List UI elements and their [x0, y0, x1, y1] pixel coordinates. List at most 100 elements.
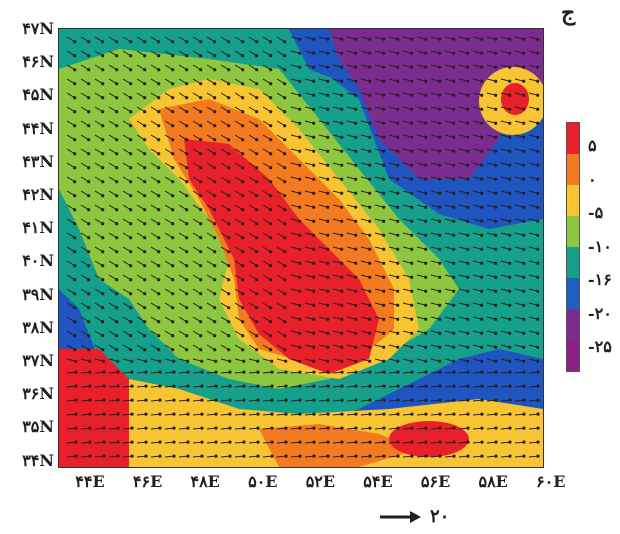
wind-arrow-head	[241, 152, 245, 156]
wind-arrow-head	[241, 306, 245, 310]
wind-arrow-head	[410, 219, 414, 223]
lat-label: ۴۳N	[22, 151, 54, 171]
wind-arrow-head	[214, 454, 218, 458]
wind-arrow-head	[283, 54, 287, 58]
wind-arrow-head	[368, 219, 372, 223]
wind-arrow-head	[283, 236, 287, 240]
wind-arrow-head	[129, 40, 133, 44]
wind-arrow-head	[452, 247, 456, 251]
wind-arrow-head	[101, 68, 105, 72]
wind-arrow-head	[368, 93, 372, 97]
wind-arrow-head	[116, 384, 120, 388]
wind-arrow-head	[199, 236, 203, 240]
wind-arrow-head	[494, 317, 498, 321]
wind-arrow-head	[312, 440, 316, 444]
wind-arrow-head	[101, 54, 105, 58]
wind-arrow-head	[116, 398, 120, 402]
wind-arrow-head	[508, 135, 512, 139]
wind-arrow-head	[326, 205, 330, 209]
wind-arrow-head	[269, 110, 273, 114]
wind-arrow-head	[298, 359, 302, 363]
lon-label: ۶۰E	[536, 472, 566, 491]
wind-arrow-head	[396, 370, 400, 374]
wind-arrow-head	[326, 37, 330, 41]
wind-arrow-head	[494, 412, 498, 416]
wind-arrow-head	[298, 261, 302, 265]
wind-arrow-head	[298, 440, 302, 444]
wind-arrow-head	[494, 426, 498, 430]
wind-arrow-head	[466, 191, 470, 195]
wind-arrow-head	[144, 398, 148, 402]
wind-arrow-head	[269, 138, 273, 142]
wind-arrow-head	[157, 278, 161, 282]
wind-arrow-head	[536, 384, 540, 388]
wind-arrow-head	[255, 194, 259, 198]
wind-arrow-head	[115, 334, 119, 338]
lon-label: ۵۸E	[478, 472, 508, 491]
wind-arrow-head	[284, 384, 288, 388]
colorbar-label: -۲۵	[588, 337, 612, 356]
wind-arrow-head	[101, 250, 105, 254]
wind-arrow-head	[382, 93, 386, 97]
wind-arrow-head	[157, 194, 161, 198]
red-core	[184, 139, 379, 374]
wind-arrow-head	[424, 289, 428, 293]
wind-arrow-head	[73, 68, 77, 72]
wind-arrow-head	[270, 384, 274, 388]
wind-arrow-head	[466, 398, 470, 402]
wind-arrow-head	[312, 37, 316, 41]
wind-arrow-head	[312, 79, 316, 83]
wind-arrow-head	[452, 51, 456, 55]
wind-arrow-head	[74, 426, 78, 430]
wind-arrow-head	[522, 149, 526, 153]
wind-arrow-head	[354, 261, 358, 265]
wind-arrow-head	[214, 370, 218, 374]
wind-arrow-head	[185, 54, 189, 58]
wind-arrow-head	[424, 79, 428, 83]
wind-arrow-head	[438, 412, 442, 416]
wind-arrow-head	[340, 454, 344, 458]
wind-arrow-head	[101, 348, 105, 352]
wind-arrow-head	[88, 398, 92, 402]
wind-arrow-head	[522, 107, 526, 111]
wind-arrow-head	[74, 359, 78, 363]
lon-label: ۵۲E	[305, 472, 336, 491]
wind-arrow-head	[171, 180, 175, 184]
wind-arrow-head	[171, 320, 175, 324]
wind-arrow-head	[255, 138, 259, 142]
wind-arrow-head	[241, 292, 245, 296]
wind-arrow-head	[87, 222, 91, 226]
wind-arrow-head	[480, 289, 484, 293]
wind-arrow-head	[466, 275, 470, 279]
wind-arrow-head	[129, 110, 133, 114]
wind-arrow-head	[410, 191, 414, 195]
wind-arrow-head	[466, 163, 470, 167]
wind-arrow-head	[452, 79, 456, 83]
wind-arrow-head	[298, 233, 302, 237]
wind-arrow-head	[185, 82, 189, 86]
wind-arrow-head	[298, 51, 302, 55]
wind-arrow-head	[340, 163, 344, 167]
wind-arrow-head	[424, 412, 428, 416]
wind-arrow-head	[396, 191, 400, 195]
wind-arrow-head	[452, 191, 456, 195]
wind-arrow-head	[340, 93, 344, 97]
wind-arrow-head	[368, 233, 372, 237]
wind-arrow-head	[424, 219, 428, 223]
wind-arrow-head	[438, 191, 442, 195]
lat-label: ۳۸N	[22, 317, 54, 337]
wind-arrow-head	[256, 370, 260, 374]
wind-arrow-head	[480, 359, 484, 363]
wind-arrow-head	[312, 149, 316, 153]
wind-arrow-head	[368, 177, 372, 181]
wind-arrow-head	[143, 236, 147, 240]
wind-arrow-head	[298, 317, 302, 321]
wind-arrow-head	[158, 440, 162, 444]
wind-arrow-head	[101, 166, 105, 170]
wind-arrow-head	[116, 359, 120, 363]
wind-arrow-head	[410, 370, 414, 374]
wind-arrow-head	[466, 205, 470, 209]
wind-arrow-head	[536, 219, 540, 223]
wind-arrow-head	[157, 222, 161, 226]
wind-arrow-head	[382, 412, 386, 416]
